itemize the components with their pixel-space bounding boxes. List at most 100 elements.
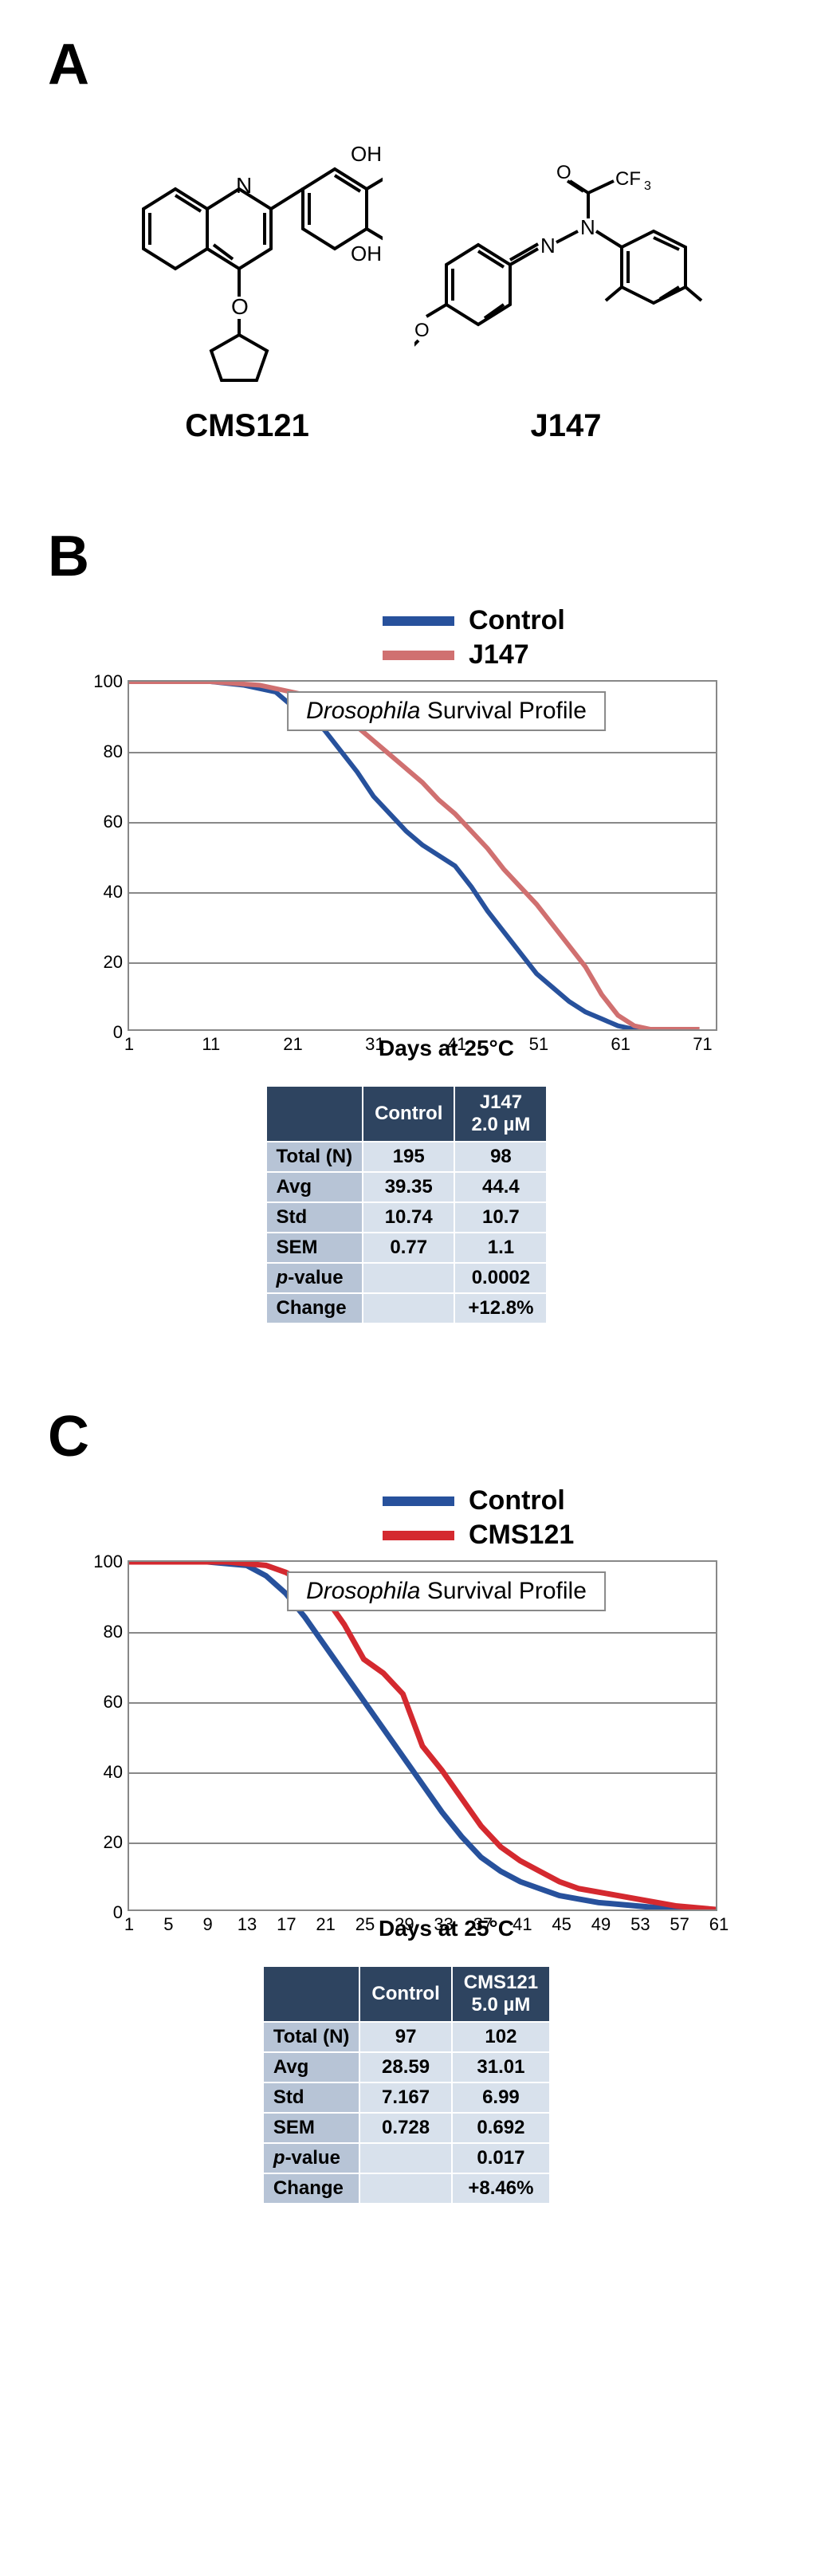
- table-row: p-value 0.0002: [266, 1263, 548, 1293]
- table-row-header: Total (N): [266, 1142, 363, 1172]
- table-cell: [363, 1293, 454, 1323]
- panel-b-legend: Control J147: [383, 605, 765, 674]
- ytick-label: 80: [104, 741, 123, 762]
- table-cell: 195: [363, 1142, 454, 1172]
- table-cell: 98: [454, 1142, 547, 1172]
- panel-b: B Control J147 Percent Alive Drosophila …: [48, 524, 765, 1324]
- legend-cms121: CMS121: [383, 1520, 574, 1551]
- table-col-header: J1472.0 µM: [454, 1086, 547, 1142]
- svg-text:O: O: [231, 294, 249, 319]
- ytick-label: 60: [104, 812, 123, 832]
- table-cell: 7.167: [359, 2082, 451, 2113]
- panel-c-stats-table: ControlCMS1215.0 µMTotal (N)97102Avg28.5…: [262, 1965, 551, 2204]
- xtick-label: 33: [434, 1914, 453, 1935]
- xtick-label: 57: [670, 1914, 689, 1935]
- panel-c-chart-title: Drosophila Survival Profile: [287, 1571, 606, 1611]
- table-row-header: Std: [263, 2082, 360, 2113]
- ytick-label: 60: [104, 1692, 123, 1713]
- xtick-label: 61: [709, 1914, 729, 1935]
- j147-caption: J147: [414, 408, 717, 444]
- table-cell: 28.59: [359, 2052, 451, 2082]
- xtick-label: 5: [163, 1914, 173, 1935]
- xtick-label: 41: [513, 1914, 532, 1935]
- ytick-label: 100: [93, 671, 123, 692]
- table-row: Std10.7410.7: [266, 1202, 548, 1233]
- table-row: Change +8.46%: [263, 2173, 550, 2204]
- table-cell: 0.0002: [454, 1263, 547, 1293]
- xtick-label: 13: [238, 1914, 257, 1935]
- table-cell: 39.35: [363, 1172, 454, 1202]
- svg-text:OH: OH: [351, 142, 382, 166]
- cms121-structure-svg: N OH OH O: [112, 113, 383, 384]
- panel-b-plot: 020406080100111213141516171: [128, 680, 717, 1031]
- svg-text:N: N: [540, 234, 556, 258]
- panel-b-chart-title: Drosophila Survival Profile: [287, 691, 606, 731]
- svg-text:CF: CF: [615, 168, 641, 190]
- ytick-label: 20: [104, 952, 123, 973]
- table-cell: +12.8%: [454, 1293, 547, 1323]
- table-cell: 97: [359, 2022, 451, 2052]
- xtick-label: 31: [365, 1034, 384, 1055]
- table-row-header: Change: [263, 2173, 360, 2204]
- table-row-header: Change: [266, 1293, 363, 1323]
- ytick-label: 40: [104, 1762, 123, 1783]
- xtick-label: 11: [202, 1034, 220, 1055]
- j147-structure-svg: O N N O CF 3: [414, 145, 717, 384]
- xtick-label: 71: [693, 1034, 712, 1055]
- table-cell: 102: [452, 2022, 550, 2052]
- chart-title-italic: Drosophila: [306, 698, 420, 724]
- table-row-header: Avg: [266, 1172, 363, 1202]
- chart-title-rest: Survival Profile: [421, 698, 587, 724]
- table-row: SEM0.771.1: [266, 1233, 548, 1263]
- table-row: p-value0.017: [263, 2143, 550, 2173]
- xtick-label: 45: [552, 1914, 571, 1935]
- panel-c: C Control CMS121 Percent Alive Drosophil…: [48, 1404, 765, 2204]
- table-col-header: CMS1215.0 µM: [452, 1966, 550, 2022]
- legend-control-c: Control: [383, 1485, 565, 1516]
- xtick-label: 21: [316, 1914, 335, 1935]
- panel-b-chart: Percent Alive Drosophila Survival Profil…: [128, 680, 765, 1061]
- table-cell: 0.692: [452, 2113, 550, 2143]
- legend-label-j147: J147: [469, 639, 529, 671]
- svg-text:N: N: [580, 215, 595, 239]
- table-row-header: Avg: [263, 2052, 360, 2082]
- table-row: Total (N)97102: [263, 2022, 550, 2052]
- panel-a-label: A: [48, 32, 765, 97]
- xtick-label: 29: [395, 1914, 414, 1935]
- panel-c-legend: Control CMS121: [383, 1485, 765, 1554]
- table-cell: 10.7: [454, 1202, 547, 1233]
- legend-label-cms121: CMS121: [469, 1520, 574, 1551]
- panel-b-stats-table: ControlJ1472.0 µMTotal (N)19598Avg39.354…: [265, 1085, 548, 1324]
- ytick-label: 20: [104, 1832, 123, 1853]
- legend-control: Control: [383, 605, 565, 636]
- table-row: SEM0.7280.692: [263, 2113, 550, 2143]
- legend-j147: J147: [383, 639, 529, 671]
- xtick-label: 41: [447, 1034, 466, 1055]
- xtick-label: 25: [355, 1914, 375, 1935]
- xtick-label: 21: [283, 1034, 302, 1055]
- chart-title-italic-c: Drosophila: [306, 1578, 420, 1604]
- compound-cms121: N OH OH O CMS121: [112, 113, 383, 444]
- svg-text:O: O: [414, 320, 430, 341]
- svg-text:N: N: [236, 173, 252, 198]
- table-cell: [359, 2173, 451, 2204]
- panel-a: A N: [48, 32, 765, 444]
- xtick-label: 51: [529, 1034, 548, 1055]
- ytick-label: 80: [104, 1622, 123, 1642]
- chemical-structures-row: N OH OH O CMS121: [96, 113, 733, 444]
- svg-text:OH: OH: [351, 242, 382, 265]
- table-row: Avg28.5931.01: [263, 2052, 550, 2082]
- svg-text:3: 3: [644, 179, 651, 193]
- table-cell: +8.46%: [452, 2173, 550, 2204]
- ytick-label: 0: [113, 1022, 123, 1043]
- svg-text:O: O: [556, 162, 571, 183]
- panel-c-chart: Percent Alive Drosophila Survival Profil…: [128, 1560, 765, 1941]
- panel-b-label: B: [48, 524, 765, 589]
- xtick-label: 61: [611, 1034, 630, 1055]
- compound-j147: O N N O CF 3: [414, 145, 717, 444]
- xtick-label: 37: [473, 1914, 493, 1935]
- xtick-label: 17: [277, 1914, 296, 1935]
- table-row-header: p-value: [266, 1263, 363, 1293]
- table-row-header: Total (N): [263, 2022, 360, 2052]
- chart-title-rest-c: Survival Profile: [421, 1578, 587, 1604]
